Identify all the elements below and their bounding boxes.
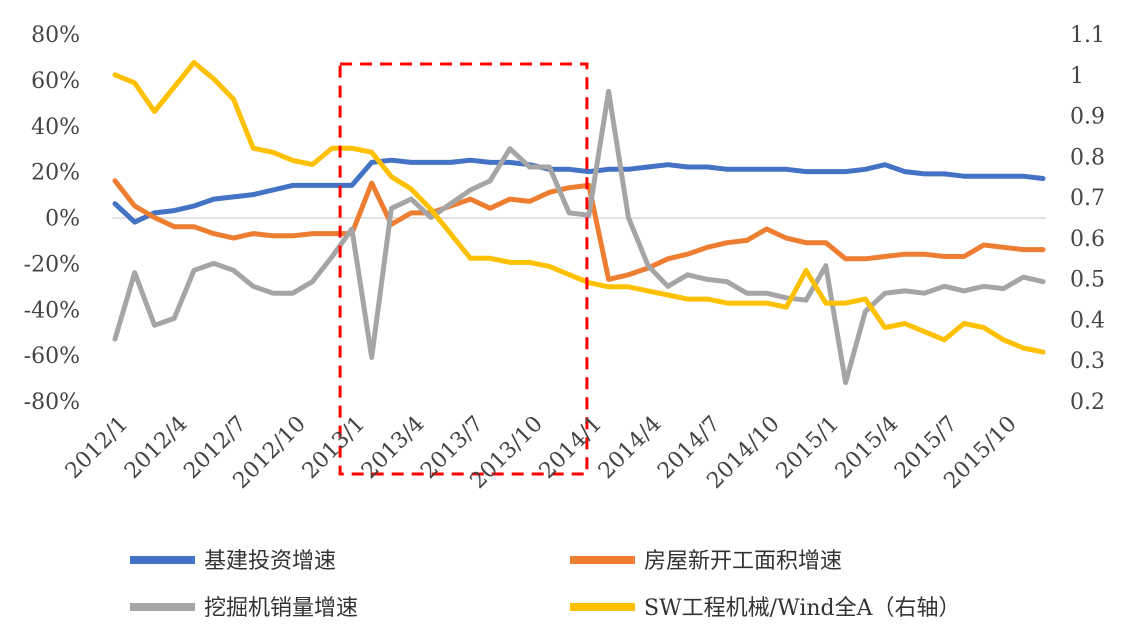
left-tick-label: -20% bbox=[24, 252, 80, 277]
legend-label-3: 挖掘机销量增速 bbox=[204, 596, 358, 621]
series-line-2 bbox=[112, 178, 1046, 282]
x-tick-label: 2015/1 bbox=[772, 412, 844, 484]
x-tick-label: 2014/4 bbox=[594, 412, 666, 484]
x-tick-label: 2014/1 bbox=[535, 412, 607, 484]
x-tick-label: 2012/4 bbox=[120, 412, 192, 484]
series-line-1 bbox=[112, 157, 1046, 225]
right-tick-label: 0.9 bbox=[1070, 105, 1105, 130]
left-tick-label: -40% bbox=[24, 298, 80, 323]
left-tick-label: -80% bbox=[24, 390, 80, 415]
highlight-box bbox=[338, 62, 589, 476]
left-tick-label: 20% bbox=[31, 161, 80, 186]
x-tick-label: 2015/4 bbox=[831, 412, 903, 484]
right-tick-label: 0.2 bbox=[1070, 390, 1105, 415]
legend-label-4: SW工程机械/Wind全A（右轴） bbox=[644, 596, 961, 621]
series-line-3 bbox=[112, 88, 1046, 386]
series-lines bbox=[112, 60, 1046, 386]
left-tick-label: 80% bbox=[31, 23, 80, 48]
right-tick-label: 0.4 bbox=[1070, 308, 1105, 333]
left-tick-label: 60% bbox=[31, 69, 80, 94]
right-tick-label: 1 bbox=[1070, 64, 1084, 89]
right-tick-label: 0.3 bbox=[1070, 349, 1105, 374]
x-axis: 2012/12012/42012/72012/102013/12013/4201… bbox=[61, 412, 1022, 494]
x-tick-label: 2012/1 bbox=[61, 412, 133, 484]
left-tick-label: -60% bbox=[24, 344, 80, 369]
left-tick-label: 40% bbox=[31, 115, 80, 140]
right-tick-label: 0.6 bbox=[1070, 227, 1105, 252]
left-tick-label: 0% bbox=[45, 207, 80, 232]
legend-label-1: 基建投资增速 bbox=[204, 549, 336, 574]
left-axis: 80% 60% 40% 20% 0% -20% -40% -60% -80% bbox=[24, 23, 80, 415]
right-axis: 1.1 1 0.9 0.8 0.7 0.6 0.5 0.4 0.3 0.2 bbox=[1070, 23, 1105, 415]
right-tick-label: 0.7 bbox=[1070, 186, 1105, 211]
right-tick-label: 0.8 bbox=[1070, 145, 1105, 170]
series-line-4 bbox=[112, 60, 1046, 355]
right-tick-label: 0.5 bbox=[1070, 268, 1105, 293]
right-tick-label: 1.1 bbox=[1070, 23, 1105, 48]
legend-label-2: 房屋新开工面积增速 bbox=[644, 549, 842, 574]
